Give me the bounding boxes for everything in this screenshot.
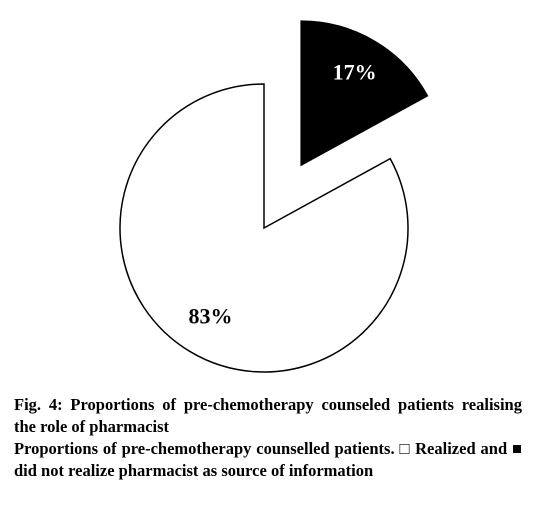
caption-text: Proportions of pre-chemotherapy counsell… [14,439,522,480]
chart: 17% 83% [119,20,429,373]
slice-label: 17% [333,60,377,85]
pie-slice [119,83,409,373]
slice-label: 83% [188,304,232,329]
caption-title: Fig. 4: Proportions of pre-chemotherapy … [14,395,522,436]
pie-slice [300,20,429,167]
